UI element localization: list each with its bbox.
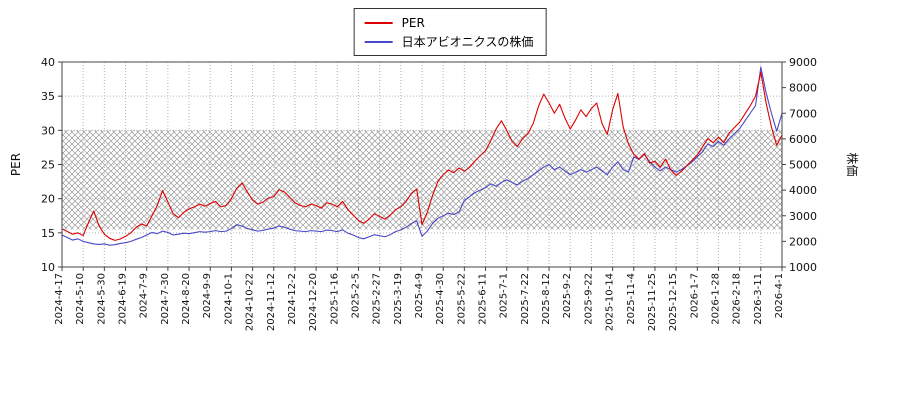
x-axis-tick-label: 2024-7-9	[139, 273, 150, 318]
legend-swatch-per	[364, 21, 393, 24]
x-axis-tick-label: 2026-1-7	[689, 273, 700, 318]
x-axis-tick-label: 2024-5-10	[75, 273, 86, 325]
left-axis-tick-label: 35	[41, 90, 55, 103]
legend: PER 日本アビオニクスの株価	[353, 8, 547, 56]
x-axis-tick-label: 2025-5-22	[456, 273, 467, 325]
left-axis-tick-label: 15	[41, 227, 55, 240]
x-axis-tick-label: 2025-7-1	[499, 273, 510, 318]
left-axis-tick-label: 30	[41, 124, 55, 137]
legend-item-stock-price: 日本アビオニクスの株価	[364, 32, 534, 51]
x-axis-tick-label: 2025-11-4	[626, 273, 637, 325]
legend-swatch-stock-price	[364, 40, 393, 43]
right-axis-tick-label: 9000	[789, 56, 817, 69]
right-axis-tick-label: 8000	[789, 82, 817, 95]
x-axis-tick-label: 2025-2-27	[372, 273, 383, 325]
x-axis-tick-label: 2024-10-22	[245, 273, 256, 331]
right-axis-tick-label: 2000	[789, 235, 817, 248]
right-axis-tick-label: 4000	[789, 184, 817, 197]
right-axis-tick-label: 5000	[789, 159, 817, 172]
series-line-日本アビオニクスの株価	[61, 66, 783, 246]
x-axis-tick-label: 2024-9-9	[202, 273, 213, 318]
left-axis-tick-label: 40	[41, 56, 55, 69]
x-axis-tick-label: 2025-4-30	[435, 273, 446, 325]
right-axis-tick-label: 3000	[789, 210, 817, 223]
right-axis-tick-label: 7000	[789, 107, 817, 120]
x-axis-tick-label: 2025-4-9	[414, 273, 425, 318]
x-axis-tick-label: 2025-2-5	[350, 273, 361, 318]
x-axis-tick-label: 2025-9-2	[562, 273, 573, 318]
x-axis-tick-label: 2026-4-1	[774, 273, 785, 318]
left-axis-tick-label: 25	[41, 159, 55, 172]
x-axis-tick-label: 2026-3-11	[753, 273, 764, 325]
x-axis-tick-label: 2024-7-30	[160, 273, 171, 325]
legend-item-per: PER	[364, 13, 534, 32]
x-axis-tick-label: 2024-8-20	[181, 273, 192, 325]
x-axis-tick-label: 2024-4-17	[54, 273, 65, 325]
x-axis-tick-label: 2024-12-2	[287, 273, 298, 325]
right-axis-tick-label: 6000	[789, 133, 817, 146]
x-axis-tick-label: 2025-9-22	[583, 273, 594, 325]
x-axis-tick-label: 2024-12-20	[308, 273, 319, 331]
legend-label-stock-price: 日本アビオニクスの株価	[401, 35, 534, 49]
x-axis-tick-label: 2026-1-28	[710, 273, 721, 325]
x-axis-tick-label: 2025-10-14	[605, 273, 616, 331]
x-axis-tick-label: 2025-1-16	[329, 273, 340, 325]
x-axis-tick-label: 2024-5-30	[96, 273, 107, 325]
x-axis-tick-label: 2024-11-12	[266, 273, 277, 331]
x-axis-tick-label: 2025-6-11	[478, 273, 489, 325]
right-axis-title: 株価	[845, 152, 860, 176]
x-axis-tick-label: 2025-12-15	[668, 273, 679, 331]
legend-label-per: PER	[401, 15, 425, 30]
x-axis-tick-label: 2025-7-22	[520, 273, 531, 325]
left-axis-title: PER	[9, 153, 23, 176]
x-axis-tick-label: 2024-10-1	[223, 273, 234, 325]
x-axis-tick-label: 2026-2-18	[732, 273, 743, 325]
left-axis-tick-label: 20	[41, 193, 55, 206]
x-axis-tick-label: 2025-8-12	[541, 273, 552, 325]
series-line-PER	[61, 71, 783, 241]
x-axis-tick-label: 2025-11-25	[647, 273, 658, 331]
right-axis-tick-label: 1000	[789, 261, 817, 274]
x-axis-tick-label: 2025-3-19	[393, 273, 404, 325]
x-axis-tick-label: 2024-6-19	[118, 273, 129, 325]
left-axis-tick-label: 10	[41, 261, 55, 274]
